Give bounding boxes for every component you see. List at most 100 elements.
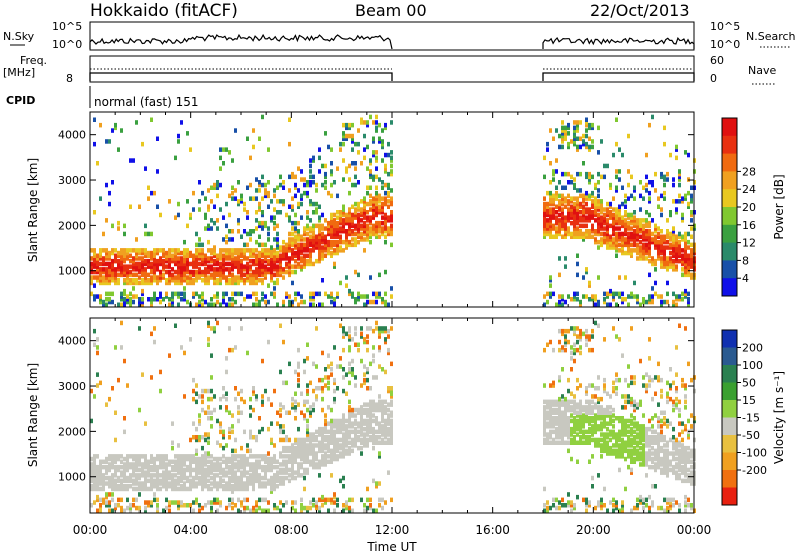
range-gate-cell	[600, 237, 603, 242]
range-gate-cell	[222, 258, 225, 264]
range-gate-cell	[261, 399, 264, 405]
range-gate-cell	[156, 267, 159, 272]
range-gate-cell	[180, 462, 183, 467]
range-gate-cell	[585, 429, 588, 435]
range-gate-cell	[624, 231, 627, 237]
range-gate-cell	[546, 440, 549, 445]
range-gate-cell	[621, 503, 624, 508]
range-gate-cell	[390, 418, 393, 424]
range-gate-cell	[345, 234, 348, 239]
range-gate-cell	[552, 402, 555, 407]
range-gate-cell	[291, 171, 294, 177]
range-gate-cell	[669, 245, 672, 250]
range-gate-cell	[144, 475, 147, 481]
range-gate-cell	[384, 410, 387, 415]
range-gate-cell	[204, 503, 207, 508]
range-gate-cell	[300, 448, 303, 454]
range-gate-cell	[384, 440, 387, 445]
range-gate-cell	[141, 258, 144, 264]
range-gate-cell	[339, 239, 342, 245]
range-gate-cell	[618, 467, 621, 473]
range-gate-cell	[621, 421, 624, 426]
range-gate-cell	[567, 405, 570, 410]
range-gate-cell	[93, 283, 96, 288]
range-gate-cell	[213, 407, 216, 413]
range-gate-cell	[357, 150, 360, 155]
range-gate-cell	[258, 201, 261, 207]
range-gate-cell	[246, 267, 249, 272]
range-gate-cell	[168, 250, 171, 256]
range-gate-cell	[213, 326, 216, 331]
range-gate-cell	[207, 432, 210, 437]
range-gate-cell	[600, 242, 603, 248]
colorbar-segment	[722, 260, 737, 279]
range-gate-cell	[678, 177, 681, 182]
range-gate-cell	[612, 207, 615, 212]
range-gate-cell	[378, 272, 381, 278]
range-gate-cell	[225, 481, 228, 486]
range-gate-cell	[186, 267, 189, 272]
range-gate-cell	[666, 280, 669, 286]
range-gate-cell	[378, 451, 381, 456]
range-gate-cell	[657, 204, 660, 209]
range-gate-cell	[240, 484, 243, 489]
range-gate-cell	[276, 478, 279, 484]
range-gate-cell	[591, 193, 594, 199]
range-gate-cell	[315, 182, 318, 188]
range-gate-cell	[549, 223, 552, 229]
range-gate-cell	[351, 410, 354, 415]
range-gate-cell	[627, 248, 630, 253]
range-gate-cell	[687, 152, 690, 158]
range-gate-cell	[342, 141, 345, 147]
range-gate-cell	[594, 237, 597, 242]
range-gate-cell	[258, 242, 261, 248]
range-gate-cell	[321, 250, 324, 256]
range-gate-cell	[318, 253, 321, 258]
range-gate-cell	[255, 437, 258, 443]
range-gate-cell	[675, 210, 678, 215]
range-gate-cell	[675, 258, 678, 264]
range-gate-cell	[612, 223, 615, 229]
range-gate-cell	[327, 294, 330, 299]
range-gate-cell	[384, 122, 387, 128]
range-gate-cell	[333, 440, 336, 445]
range-gate-cell	[381, 139, 384, 144]
range-gate-cell	[594, 212, 597, 218]
range-gate-cell	[672, 226, 675, 231]
range-gate-cell	[219, 256, 222, 261]
range-gate-cell	[549, 199, 552, 204]
range-gate-cell	[198, 180, 201, 185]
range-gate-cell	[186, 223, 189, 229]
range-gate-cell	[381, 407, 384, 413]
range-gate-cell	[564, 223, 567, 229]
range-gate-cell	[150, 473, 153, 478]
range-gate-cell	[684, 272, 687, 278]
range-gate-cell	[270, 481, 273, 486]
range-gate-cell	[336, 239, 339, 245]
range-gate-cell	[261, 261, 264, 267]
range-gate-cell	[90, 269, 93, 275]
range-gate-cell	[162, 508, 165, 513]
range-gate-cell	[633, 223, 636, 229]
range-gate-cell	[144, 508, 147, 513]
range-gate-cell	[603, 445, 606, 451]
range-gate-cell	[684, 245, 687, 250]
range-gate-cell	[195, 435, 198, 440]
range-gate-cell	[573, 505, 576, 511]
range-gate-cell	[573, 133, 576, 139]
range-gate-cell	[153, 297, 156, 302]
range-gate-cell	[636, 231, 639, 237]
range-gate-cell	[111, 261, 114, 267]
range-gate-cell	[672, 231, 675, 237]
range-gate-cell	[666, 256, 669, 261]
range-gate-cell	[387, 218, 390, 223]
range-gate-cell	[144, 478, 147, 484]
range-gate-cell	[312, 248, 315, 253]
range-gate-cell	[186, 248, 189, 253]
range-gate-cell	[147, 467, 150, 473]
range-gate-cell	[111, 275, 114, 280]
range-gate-cell	[237, 391, 240, 396]
range-gate-cell	[252, 508, 255, 513]
range-gate-cell	[546, 405, 549, 410]
range-gate-cell	[570, 407, 573, 413]
